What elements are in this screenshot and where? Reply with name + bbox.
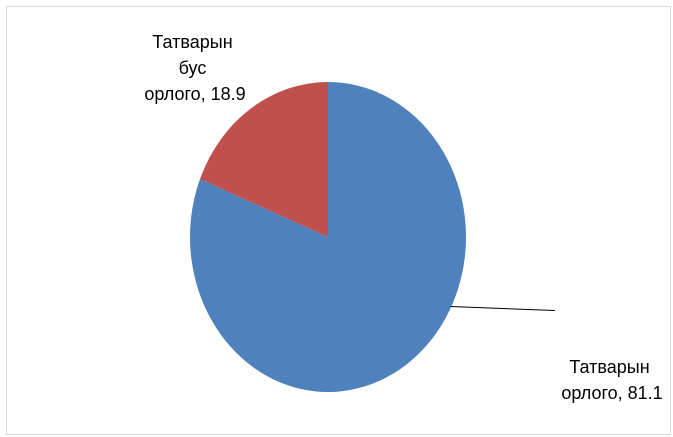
leader-line-tax-revenue [450,306,556,311]
data-label-tax-revenue-line-2: орлого, 81.1 [561,383,662,403]
pie-slices [189,82,466,392]
leader-lines [450,306,556,311]
data-label-tax-revenue-line-1: Татварын [569,357,649,377]
data-label-non-tax-revenue-line-3: орлого, 18.9 [144,84,245,104]
data-label-tax-revenue: Татварын орлого, 81.1 [561,357,662,403]
data-label-non-tax-revenue: Татварын бус орлого, 18.9 [144,32,245,104]
data-label-non-tax-revenue-line-2: бус [179,58,207,78]
pie-slice-tax-revenue [189,82,466,392]
data-label-non-tax-revenue-line-1: Татварын [152,32,232,52]
pie-slice-non-tax-revenue [200,82,328,237]
